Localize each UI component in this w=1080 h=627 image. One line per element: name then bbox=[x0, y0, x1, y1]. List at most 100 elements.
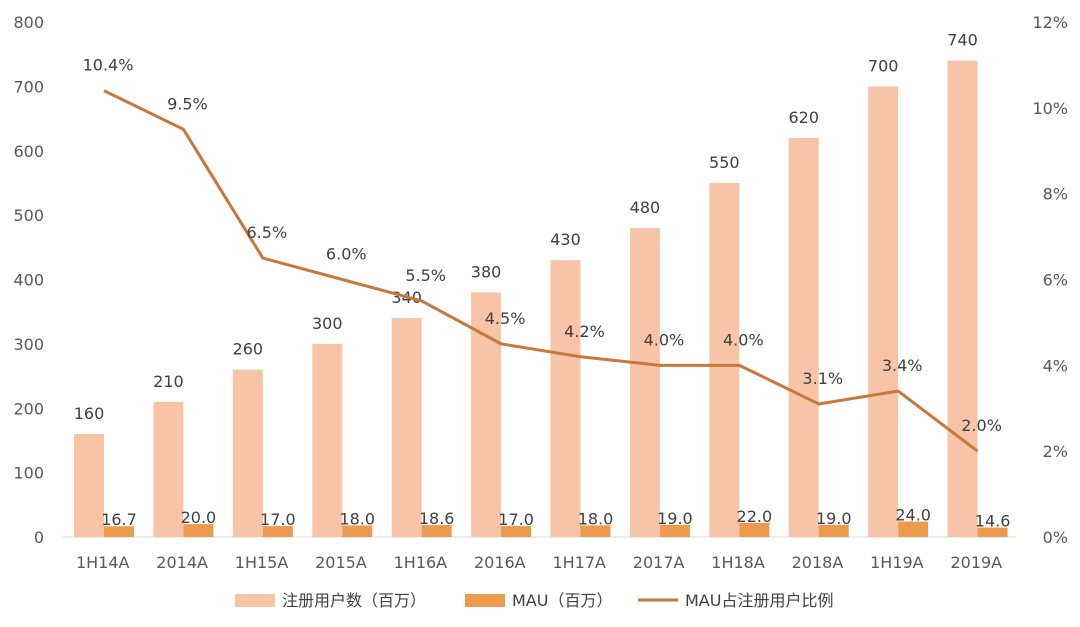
y-right-tick-label: 8% bbox=[1043, 185, 1068, 204]
bar-mau bbox=[262, 526, 293, 537]
legend-label-registered-users: 注册用户数（百万） bbox=[282, 591, 426, 610]
series-mau: 16.7 20.0 17.0 18.0 18.6 17.0 18.0 19.0 22.0 19.0… bbox=[101, 506, 1010, 537]
bar-registered-users bbox=[391, 318, 422, 537]
bar-mau bbox=[580, 525, 611, 537]
x-tick-label: 1H16A bbox=[394, 553, 448, 572]
legend-label-mau: MAU（百万） bbox=[512, 591, 612, 610]
bar-registered-users bbox=[947, 60, 978, 537]
data-label-mau: 18.0 bbox=[578, 509, 614, 528]
y-right-tick-label: 12% bbox=[1032, 13, 1068, 32]
data-label-mau: 16.7 bbox=[101, 510, 137, 529]
x-tick-label: 2015A bbox=[315, 553, 367, 572]
bar-mau bbox=[183, 524, 214, 537]
data-label-registered-users: 300 bbox=[312, 314, 343, 333]
data-label-mau: 19.0 bbox=[816, 509, 852, 528]
data-label-mau-ratio: 6.0% bbox=[326, 245, 367, 264]
x-tick-label: 1H18A bbox=[711, 553, 765, 572]
bar-registered-users bbox=[74, 434, 104, 537]
y-right-tick-label: 0% bbox=[1043, 528, 1068, 547]
y-axis-left: 0 100 200 300 400 500 600 700 800 bbox=[13, 13, 44, 547]
data-label-mau: 24.0 bbox=[895, 506, 931, 525]
x-tick-label: 2014A bbox=[156, 553, 208, 572]
data-label-registered-users: 160 bbox=[74, 404, 105, 423]
x-tick-label: 1H17A bbox=[552, 553, 606, 572]
y-left-tick-label: 100 bbox=[13, 464, 44, 483]
x-tick-label: 1H15A bbox=[235, 553, 289, 572]
data-label-mau-ratio: 6.5% bbox=[247, 223, 288, 242]
line-mau-ratio bbox=[103, 89, 979, 453]
x-tick-label: 2019A bbox=[950, 553, 1002, 572]
data-label-mau-ratio: 2.0% bbox=[961, 416, 1002, 435]
data-label-mau: 17.0 bbox=[260, 510, 296, 529]
bar-mau bbox=[659, 524, 690, 537]
x-tick-label: 2018A bbox=[792, 553, 844, 572]
legend-swatch-registered-users bbox=[235, 594, 275, 607]
data-label-mau-ratio: 3.1% bbox=[802, 369, 843, 388]
y-right-tick-label: 4% bbox=[1043, 356, 1068, 375]
y-right-tick-label: 6% bbox=[1043, 271, 1068, 290]
bar-registered-users bbox=[550, 260, 581, 537]
data-label-registered-users: 210 bbox=[153, 372, 184, 391]
data-label-mau-ratio: 9.5% bbox=[167, 94, 208, 113]
data-label-mau: 17.0 bbox=[498, 510, 534, 529]
data-label-registered-users: 700 bbox=[868, 56, 899, 75]
y-left-tick-label: 500 bbox=[13, 206, 44, 225]
data-label-mau-ratio: 4.2% bbox=[564, 322, 605, 341]
bar-mau bbox=[739, 522, 770, 537]
data-label-registered-users: 480 bbox=[630, 198, 661, 217]
bar-registered-users bbox=[709, 182, 740, 537]
data-label-mau: 19.0 bbox=[657, 509, 693, 528]
data-label-mau: 18.6 bbox=[419, 509, 455, 528]
data-label-mau-ratio: 4.5% bbox=[485, 309, 526, 328]
x-tick-label: 1H19A bbox=[870, 553, 924, 572]
data-label-mau-ratio: 4.0% bbox=[644, 330, 685, 349]
data-label-registered-users: 550 bbox=[709, 153, 740, 172]
bar-mau bbox=[421, 525, 452, 537]
data-label-mau-ratio: 3.4% bbox=[882, 356, 923, 375]
legend-swatch-mau bbox=[465, 594, 505, 607]
data-label-registered-users: 260 bbox=[233, 340, 264, 359]
bar-mau bbox=[104, 526, 134, 537]
legend: 注册用户数（百万） MAU（百万） MAU占注册用户比例 bbox=[235, 591, 833, 610]
bar-registered-users bbox=[629, 228, 660, 537]
legend-label-mau-ratio: MAU占注册用户比例 bbox=[685, 591, 833, 610]
data-label-mau: 20.0 bbox=[181, 508, 217, 527]
x-tick-label: 2016A bbox=[474, 553, 526, 572]
y-left-tick-label: 0 bbox=[34, 528, 44, 547]
data-label-mau: 14.6 bbox=[975, 512, 1011, 531]
bar-mau bbox=[342, 525, 373, 537]
data-label-registered-users: 430 bbox=[550, 230, 581, 249]
y-right-tick-label: 10% bbox=[1032, 99, 1068, 118]
series-mau-ratio: 10.4% 9.5% 6.5% 6.0% 5.5% 4.5% 4.2% 4.0% 4.0% 3.1… bbox=[83, 56, 1002, 453]
bar-mau bbox=[818, 524, 849, 537]
x-axis-ticks: 1H14A 2014A 1H15A 2015A 1H16A 2016A 1H17A 2017A… bbox=[76, 553, 1002, 572]
y-left-tick-label: 600 bbox=[13, 142, 44, 161]
data-label-registered-users: 380 bbox=[471, 262, 502, 281]
bar-mau bbox=[501, 526, 532, 537]
bar-registered-users bbox=[471, 292, 502, 537]
data-label-registered-users: 620 bbox=[788, 108, 819, 127]
data-label-mau-ratio: 4.0% bbox=[723, 330, 764, 349]
bar-mau bbox=[898, 521, 929, 537]
y-left-tick-label: 700 bbox=[13, 77, 44, 96]
y-right-tick-label: 2% bbox=[1043, 442, 1068, 461]
data-label-mau-ratio: 10.4% bbox=[83, 56, 134, 75]
y-left-tick-label: 800 bbox=[13, 13, 44, 32]
y-left-tick-label: 400 bbox=[13, 271, 44, 290]
y-left-tick-label: 200 bbox=[13, 399, 44, 418]
bar-registered-users bbox=[153, 401, 184, 537]
data-label-mau: 22.0 bbox=[737, 507, 773, 526]
x-tick-label: 2017A bbox=[633, 553, 685, 572]
bar-registered-users bbox=[312, 343, 343, 537]
data-label-mau-ratio: 5.5% bbox=[405, 266, 446, 285]
bar-registered-users bbox=[868, 86, 899, 537]
bar-mau bbox=[977, 527, 1008, 537]
data-label-registered-users: 740 bbox=[947, 31, 978, 50]
bar-registered-users bbox=[788, 137, 819, 537]
x-tick-label: 1H14A bbox=[76, 553, 130, 572]
y-axis-right: 0% 2% 4% 6% 8% 10% 12% bbox=[1032, 13, 1068, 547]
y-left-tick-label: 300 bbox=[13, 335, 44, 354]
